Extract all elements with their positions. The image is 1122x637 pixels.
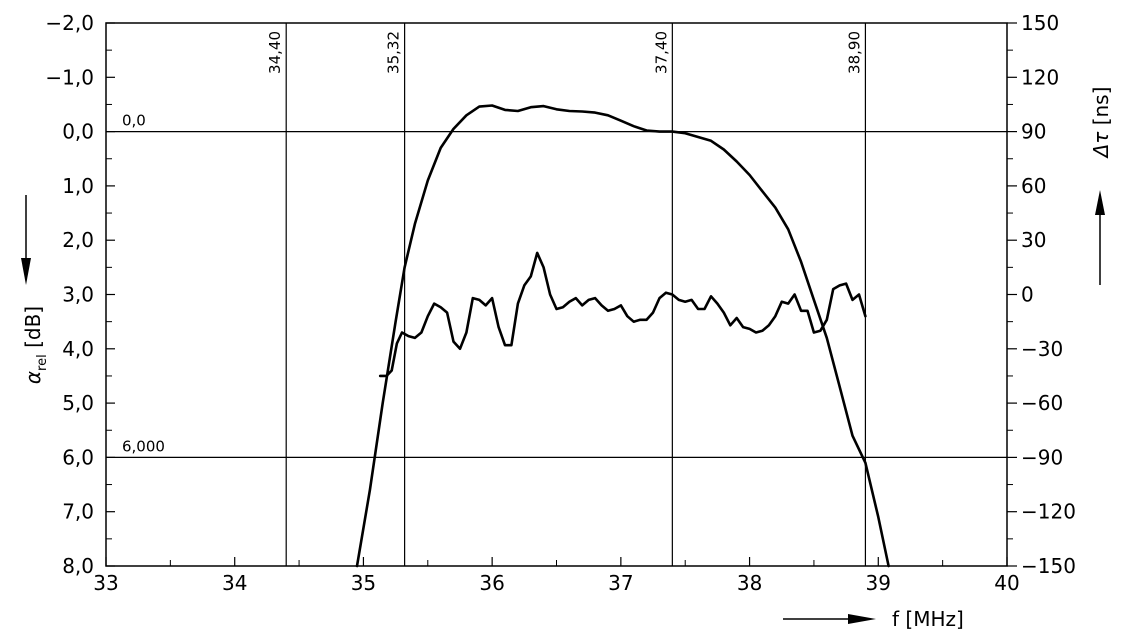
y-left-axis-symbol: α — [21, 371, 45, 384]
y-left-tick-label: 1,0 — [62, 174, 94, 198]
marker-label: 37,40 — [652, 31, 670, 74]
marker-label: 35,32 — [385, 31, 403, 74]
y-left-tick-label: 4,0 — [62, 337, 94, 361]
horizontal-gridlines — [106, 131, 1007, 458]
x-axis-label: f [MHz] — [892, 607, 964, 631]
y-left-axis-subscript: rel — [35, 354, 50, 371]
svg-text:αrel [dB]: αrel [dB] — [21, 306, 50, 384]
y-right-tick-label: −60 — [1021, 391, 1063, 415]
x-tick-label: 34 — [222, 571, 247, 595]
x-tick-label: 40 — [994, 571, 1019, 595]
y-right-tick-label: 150 — [1021, 11, 1059, 35]
y-right-axis-symbol: Δτ — [1089, 131, 1113, 160]
y-left-tick-label: 2,0 — [62, 228, 94, 252]
x-axis-arrow — [783, 614, 876, 624]
y-right-tick-label: 30 — [1021, 228, 1046, 252]
y-left-axis-arrow — [21, 195, 31, 285]
y-left-tick-label: 0,0 — [62, 120, 94, 144]
y-right-tick-label: 60 — [1021, 174, 1046, 198]
y-right-axis-unit: [ns] — [1089, 87, 1113, 126]
y-right-tick-label: 0 — [1021, 283, 1034, 307]
frequency-marker-lines: 34,40 35,32 37,40 38,90 — [266, 23, 867, 566]
marker-label: 34,40 — [266, 31, 284, 74]
data-series — [355, 104, 890, 568]
y-right-axis-arrow — [1095, 190, 1105, 285]
x-axis-unit: [MHz] — [905, 607, 963, 631]
y-right-tick-label: −120 — [1021, 500, 1076, 524]
y-right-axis-label: Δτ [ns] — [1089, 87, 1113, 160]
y-left-tick-label: −1,0 — [45, 65, 94, 89]
reference-labels: 0,0 6,000 — [122, 112, 165, 456]
x-tick-label: 38 — [737, 571, 762, 595]
y-left-tick-label: −2,0 — [45, 11, 94, 35]
svg-text:Δτ [ns]: Δτ [ns] — [1089, 87, 1113, 160]
x-tick-label: 33 — [93, 571, 118, 595]
y-left-tick-label: 7,0 — [62, 500, 94, 524]
y-left-tick-label: 8,0 — [62, 554, 94, 578]
y-left-tick-label: 3,0 — [62, 283, 94, 307]
reference-label: 0,0 — [122, 112, 146, 130]
y-right-tick-label: 120 — [1021, 65, 1059, 89]
y-left-axis-unit: [dB] — [21, 306, 45, 348]
y-right-tick-label: 90 — [1021, 120, 1046, 144]
y-right-tick-label: −30 — [1021, 337, 1063, 361]
marker-label: 38,90 — [845, 31, 863, 74]
y-right-tick-label: −90 — [1021, 445, 1063, 469]
group-delay-line — [378, 251, 867, 378]
attenuation-line — [355, 104, 890, 568]
x-tick-label: 35 — [351, 571, 376, 595]
x-tick-label: 39 — [866, 571, 891, 595]
y-left-tick-label: 6,0 — [62, 445, 94, 469]
y-left-axis-label: αrel [dB] — [21, 306, 50, 384]
x-tick-label: 37 — [608, 571, 633, 595]
reference-label: 6,000 — [122, 437, 165, 455]
y-right-tick-label: −150 — [1021, 554, 1076, 578]
axis-ticks: 33 34 35 36 37 38 39 40 −2,0 −1,0 0,0 1,0 2,0 3,0 4,0 5… — [45, 11, 1076, 595]
y-left-tick-label: 5,0 — [62, 391, 94, 415]
x-axis-symbol: f — [892, 607, 900, 631]
x-tick-label: 36 — [479, 571, 504, 595]
